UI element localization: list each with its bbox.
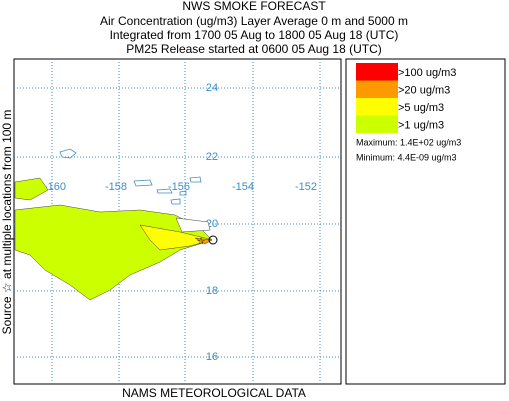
plume-area: [14, 177, 49, 201]
longitude-label: -152: [295, 181, 317, 193]
longitude-label: -154: [232, 181, 254, 193]
minimum: Minimum: 4.4E-09 ug/m3: [356, 152, 457, 162]
side-label: Source ☆ at multiple locations from 100 …: [0, 110, 14, 335]
title: NWS SMOKE FORECAST: [182, 0, 326, 13]
latitude-label: 22: [206, 151, 218, 163]
smoke-plume: ☆: [14, 177, 218, 301]
header-line: Air Concentration (ug/m3) Layer Average …: [100, 14, 408, 28]
island: [179, 190, 187, 196]
footer: NAMS METEOROLOGICAL DATA: [122, 386, 306, 400]
legend-swatch: [356, 63, 398, 81]
island: [133, 179, 153, 187]
source-star: ☆: [197, 237, 206, 248]
island: [170, 198, 181, 205]
legend-label: >100 ug/m3: [398, 67, 456, 79]
legend-swatch: [356, 80, 398, 98]
legend: >100 ug/m3 >20 ug/m3 >5 ug/m3 >1 ug/m3: [356, 63, 456, 133]
longitude-label: -160: [44, 181, 66, 193]
header-line: PM25 Release started at 0600 05 Aug 18 (…: [126, 42, 381, 56]
header-line: Integrated from 1700 05 Aug to 1800 05 A…: [110, 28, 399, 42]
latitude-label: 24: [206, 82, 218, 94]
island: [59, 148, 77, 159]
legend-label: >20 ug/m3: [398, 84, 450, 96]
plume-hole: [175, 217, 211, 233]
legend-swatch: [356, 98, 398, 116]
legend-label: >1 ug/m3: [398, 119, 444, 131]
plume-area: [139, 224, 213, 251]
coastlines: [59, 148, 202, 205]
source-marker: [208, 235, 218, 245]
plume-area: [194, 237, 213, 245]
longitude-label: -156: [168, 181, 190, 193]
longitude-label: -158: [105, 181, 127, 193]
island: [156, 188, 173, 194]
legend-label: >5 ug/m3: [398, 102, 444, 114]
island: [189, 176, 202, 183]
maximum: Maximum: 1.4E+02 ug/m3: [356, 137, 461, 147]
latitude-label: 16: [206, 351, 218, 363]
legend-swatch: [356, 115, 398, 133]
latitude-label: 18: [206, 285, 218, 297]
